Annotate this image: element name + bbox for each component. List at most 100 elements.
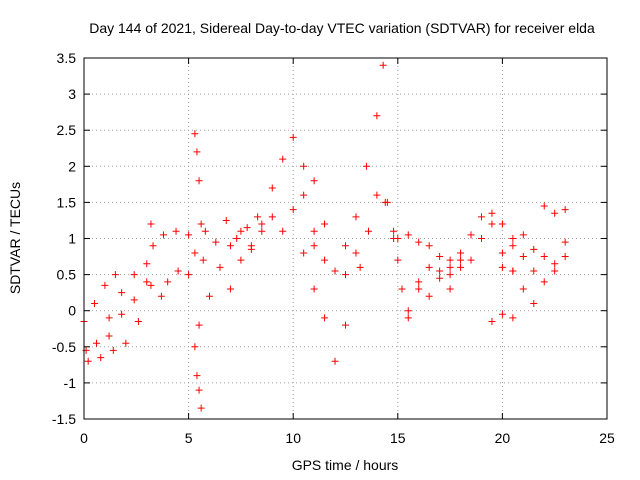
data-point [254, 213, 262, 221]
x-tick-label: 25 [599, 430, 615, 446]
data-point [540, 253, 548, 261]
data-point [130, 296, 138, 304]
series-track-b [82, 260, 151, 354]
data-point [488, 209, 496, 217]
data-point [509, 314, 517, 322]
data-point [446, 263, 454, 271]
data-point [197, 220, 205, 228]
y-tick-label: 0 [68, 303, 76, 319]
data-point [509, 235, 517, 242]
data-point [498, 310, 506, 318]
data-point [457, 256, 465, 264]
data-point [436, 274, 444, 282]
chart-title: Day 144 of 2021, Sidereal Day-to-day VTE… [89, 20, 595, 36]
data-point [561, 253, 569, 261]
data-point [373, 112, 381, 120]
data-point [342, 271, 349, 279]
data-point [477, 213, 485, 221]
data-point [191, 343, 199, 351]
data-point [404, 307, 412, 315]
data-point [446, 285, 454, 293]
data-point [279, 227, 287, 235]
series-track-k [226, 213, 276, 293]
data-point [488, 318, 496, 326]
data-point [457, 263, 465, 271]
data-point [457, 249, 465, 257]
data-point [118, 310, 126, 318]
series-track-s [394, 231, 454, 264]
data-point [310, 285, 318, 293]
data-point [446, 271, 454, 279]
series-track-h [191, 343, 205, 412]
data-point [365, 227, 373, 235]
data-point [201, 227, 209, 235]
data-point [300, 249, 308, 257]
x-axis-label: GPS time / hours [292, 457, 399, 473]
data-point [226, 242, 234, 250]
data-point [530, 267, 538, 275]
y-axis-label: SDTVAR / TECUs [7, 182, 23, 294]
data-point [519, 285, 527, 293]
y-tick-label: 1 [68, 231, 76, 247]
series-track-o [310, 242, 360, 279]
y-tick-label: -1.5 [52, 411, 76, 427]
data-point [101, 281, 109, 289]
data-point [425, 263, 433, 271]
data-point [258, 220, 266, 228]
data-point [159, 231, 167, 239]
data-point [379, 61, 387, 69]
data-point [279, 155, 287, 163]
data-point [519, 231, 527, 239]
series-track-m [279, 162, 329, 235]
data-point [561, 206, 569, 214]
data-point [404, 314, 412, 322]
data-point [174, 267, 182, 275]
data-point [258, 227, 266, 235]
y-tick-label: 1.5 [57, 194, 77, 210]
data-point [193, 372, 201, 380]
data-point [467, 256, 475, 264]
data-point [436, 267, 444, 275]
y-tick-label: 3.5 [57, 50, 77, 66]
data-point [321, 220, 329, 228]
series-track-n [300, 249, 349, 365]
y-tick-label: 2 [68, 158, 76, 174]
series-track-l [258, 133, 318, 235]
data-point [247, 245, 255, 253]
data-point [111, 271, 119, 279]
series-track-r [383, 198, 412, 315]
data-point [498, 263, 506, 271]
data-point [97, 354, 105, 362]
data-point [331, 357, 339, 365]
data-point [109, 346, 117, 354]
data-point [415, 238, 423, 246]
data-point [172, 227, 180, 235]
data-point [289, 133, 297, 141]
data-point [147, 281, 155, 289]
data-point [477, 235, 485, 242]
data-point [352, 249, 360, 257]
data-point [147, 220, 155, 228]
x-tick-label: 0 [80, 430, 88, 446]
data-point [321, 314, 329, 322]
data-point [143, 260, 151, 268]
data-point [498, 220, 506, 228]
data-point [195, 177, 203, 185]
data-point [226, 285, 234, 293]
series-track-t [404, 256, 465, 322]
data-points-layer [80, 61, 569, 412]
data-point [342, 321, 349, 329]
data-point [185, 231, 193, 239]
data-point [530, 299, 538, 307]
data-point [509, 242, 517, 250]
data-point [300, 191, 308, 199]
data-point [289, 206, 297, 214]
series-track-j [191, 213, 262, 257]
data-point [551, 209, 559, 217]
data-point [185, 271, 193, 279]
data-point [362, 162, 370, 170]
data-point [321, 256, 329, 264]
series-track-c [84, 281, 155, 365]
